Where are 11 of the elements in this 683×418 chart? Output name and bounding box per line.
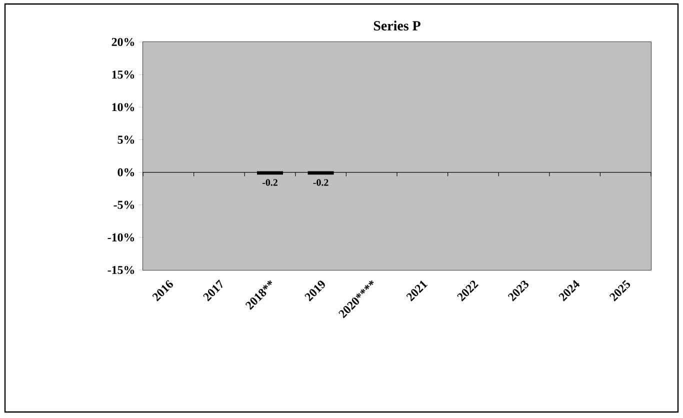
y-tick-label: -10%: [108, 233, 134, 242]
y-tick-label: 20%: [112, 38, 134, 46]
y-tick-label: 0%: [118, 168, 134, 176]
data-label: -0.2: [313, 179, 328, 186]
y-tick-label: 5%: [118, 136, 134, 144]
chart-title: Series P: [374, 20, 420, 31]
y-tick-label: 15%: [112, 70, 134, 79]
y-tick-label: 10%: [112, 103, 134, 112]
y-tick-label: -15%: [108, 266, 134, 274]
data-label: -0.2: [262, 179, 278, 186]
y-tick-label: -5%: [114, 200, 134, 209]
